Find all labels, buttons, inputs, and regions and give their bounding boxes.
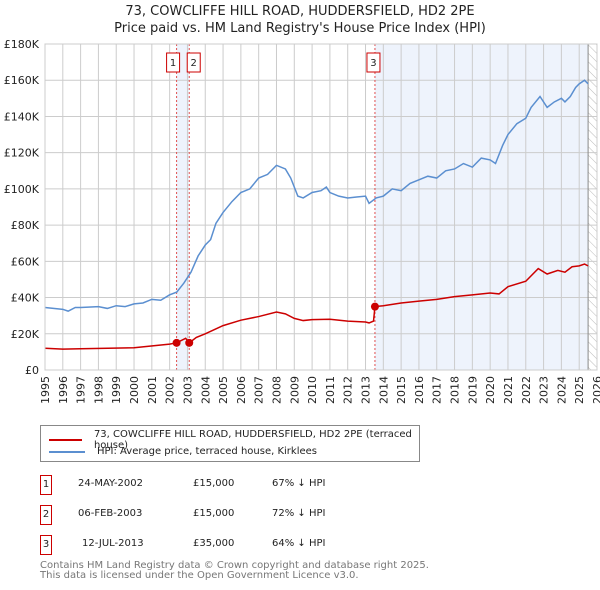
legend-item-property: 73, COWCLIFFE HILL ROAD, HUDDERSFIELD, H… [49, 429, 419, 451]
chart-subtitle: Price paid vs. HM Land Registry's House … [114, 21, 486, 36]
sale-label-box [186, 52, 201, 73]
shaded-range [374, 44, 589, 370]
sale-label-box [166, 52, 181, 73]
x-tick-label: 2022 [520, 376, 533, 404]
x-tick-label: 1996 [57, 376, 70, 404]
x-tick-label: 2002 [164, 376, 177, 404]
x-tick-label: 2007 [253, 376, 266, 404]
x-tick-label: 2001 [146, 376, 159, 404]
sale-label: 1 [170, 58, 176, 69]
x-tick-label: 2020 [484, 376, 497, 404]
sale-label: 3 [370, 58, 376, 69]
sale-point [172, 338, 181, 347]
x-tick-label: 2003 [181, 376, 194, 404]
transaction-marker: 2 [40, 505, 52, 525]
x-tick-label: 2013 [360, 376, 373, 404]
forecast-hatch [588, 44, 597, 370]
transaction-hpi: 67% ↓ HPI [272, 478, 326, 489]
legend-swatch-blue [49, 450, 85, 453]
sale-label: 2 [191, 58, 197, 69]
x-tick-label: 2012 [342, 376, 355, 404]
x-tick-label: 2017 [431, 376, 444, 404]
x-tick-label: 2000 [128, 376, 141, 404]
footer-licence: This data is licensed under the Open Gov… [40, 570, 359, 581]
x-tick-label: 2005 [217, 376, 230, 404]
transaction-hpi: 64% ↓ HPI [272, 538, 326, 549]
transaction-date: 06-FEB-2003 [78, 508, 143, 519]
x-tick-label: 2016 [413, 376, 426, 404]
footer: Contains HM Land Registry data © Crown c… [40, 561, 429, 581]
sale-point [370, 302, 379, 311]
series-line [44, 79, 589, 312]
y-tick-label: £80K [11, 219, 40, 232]
x-tick-label: 2026 [591, 376, 600, 404]
x-tick-label: 2023 [538, 376, 551, 404]
legend: 73, COWCLIFFE HILL ROAD, HUDDERSFIELD, H… [40, 425, 420, 462]
x-tick-label: 2004 [199, 376, 212, 404]
x-tick-label: 2024 [555, 376, 568, 404]
y-tick-label: £160K [4, 74, 40, 87]
x-tick-label: 2021 [502, 376, 515, 404]
y-tick-label: £120K [4, 147, 40, 160]
y-tick-label: £20K [11, 328, 40, 341]
x-tick-label: 2014 [377, 376, 390, 404]
transaction-marker: 3 [40, 535, 52, 555]
transaction-hpi: 72% ↓ HPI [272, 508, 326, 519]
x-tick-label: 2025 [573, 376, 586, 404]
transaction-price: £15,000 [193, 508, 235, 519]
legend-swatch-red [49, 439, 82, 441]
price-chart: 1995 1996 1997 1998 1999 2000 2001 2002 2003 2004… [4, 38, 600, 404]
x-tick-label: 1999 [110, 376, 123, 404]
plot-frame [44, 43, 598, 371]
x-tick-label: 1997 [75, 376, 88, 404]
x-tick-label: 1995 [39, 376, 52, 404]
y-tick-label: £140K [4, 110, 40, 123]
transaction-date: 24-MAY-2002 [78, 478, 144, 489]
x-tick-label: 1998 [92, 376, 105, 404]
x-tick-label: 2006 [235, 376, 248, 404]
sale-point [185, 338, 194, 347]
transaction-marker: 1 [40, 475, 52, 495]
legend-item-hpi: HPI: Average price, terraced house, Kirk… [49, 446, 317, 457]
y-tick-label: £100K [4, 183, 40, 196]
x-tick-label: 2015 [395, 376, 408, 404]
transaction-price: £15,000 [193, 478, 235, 489]
x-tick-label: 2009 [288, 376, 301, 404]
x-tick-label: 2019 [466, 376, 479, 404]
y-tick-label: £180K [4, 38, 40, 51]
sale-label-box [366, 52, 381, 73]
x-tick-label: 2018 [449, 376, 462, 404]
chart-title: 73, COWCLIFFE HILL ROAD, HUDDERSFIELD, H… [125, 4, 475, 19]
y-tick-label: £40K [11, 292, 40, 305]
y-tick-label: £60K [11, 255, 40, 268]
transaction-price: £35,000 [193, 538, 235, 549]
x-tick-label: 2008 [270, 376, 283, 404]
legend-label: HPI: Average price, terraced house, Kirk… [97, 446, 318, 457]
x-tick-label: 2010 [306, 376, 319, 404]
x-tick-label: 2011 [324, 376, 337, 404]
legend-label: 73, COWCLIFFE HILL ROAD, HUDDERSFIELD, H… [93, 429, 412, 451]
y-tick-label: £0 [25, 364, 39, 377]
footer-copyright: Contains HM Land Registry data © Crown c… [40, 560, 429, 571]
transaction-date: 12-JUL-2013 [82, 538, 144, 549]
